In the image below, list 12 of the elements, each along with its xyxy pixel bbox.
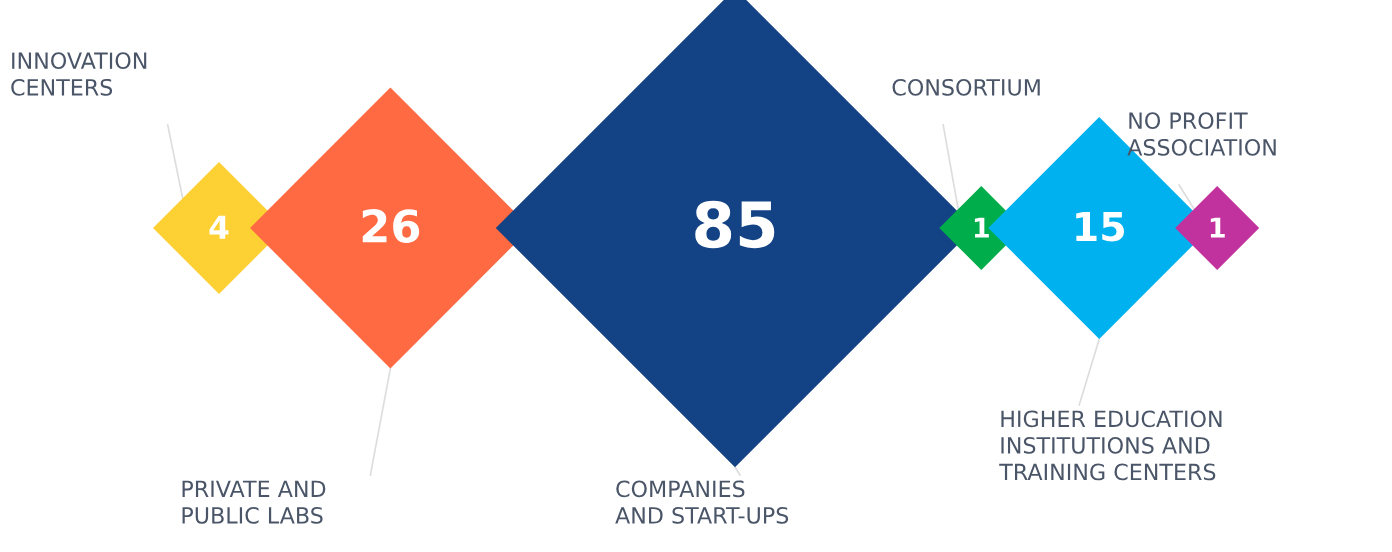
data-label: 1: [974, 217, 989, 238]
category-label: INNOVATION CENTERS: [11, 52, 147, 96]
data-label: 4: [209, 215, 229, 239]
data-label: 1: [1210, 217, 1225, 238]
category-label: CONSORTIUM: [892, 78, 1040, 96]
category-label: PRIVATE AND PUBLIC LABS: [182, 480, 326, 524]
category-label: NO PROFIT ASSOCIATION: [1127, 112, 1276, 156]
data-label: 26: [362, 209, 420, 243]
category-label: COMPANIES AND START-UPS: [615, 480, 789, 524]
category-label: HIGHER EDUCATION INSTITUTIONS AND TRAINING CENTERS: [999, 410, 1222, 481]
data-label: 15: [1076, 212, 1124, 242]
data-label: 85: [695, 200, 775, 249]
